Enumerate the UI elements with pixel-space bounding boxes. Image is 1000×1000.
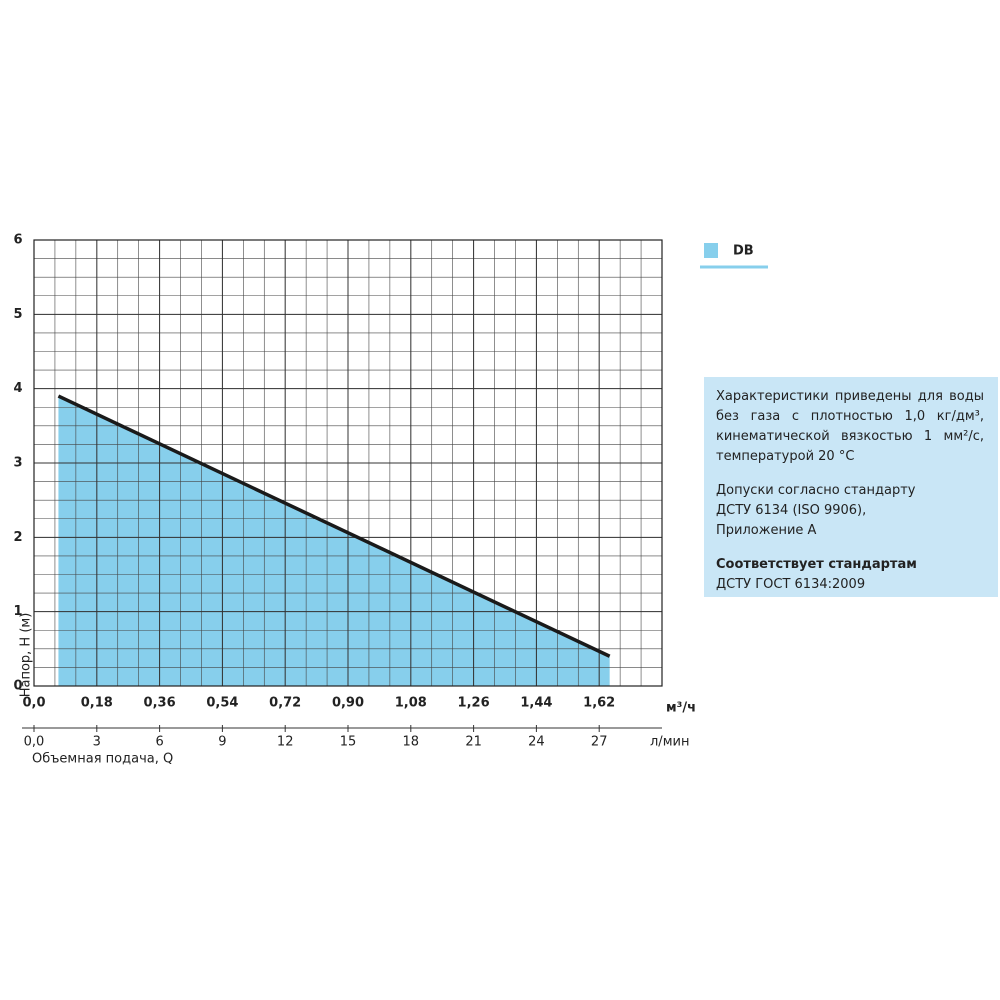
x2-tick-label: 6 <box>155 735 163 750</box>
x-tick-label: 0,18 <box>81 696 113 711</box>
x2-tick-label: 21 <box>465 735 482 750</box>
x-axis-title: Объемная подача, Q <box>32 752 173 767</box>
y-tick-label: 5 <box>13 307 22 322</box>
x-tick-label: 0,90 <box>332 696 364 711</box>
x-tick-label: 0,0 <box>22 696 45 711</box>
x-tick-label: 0,54 <box>206 696 238 711</box>
note-title: Соответствует стандартам <box>716 557 917 572</box>
y-tick-label: 4 <box>13 381 22 396</box>
plot-border <box>33 239 663 687</box>
note-line: Допуски согласно стандарту <box>716 483 916 498</box>
area <box>58 396 610 686</box>
x2-unit: л/мин <box>650 735 689 750</box>
x2-tick-label: 18 <box>403 735 420 750</box>
x-unit: м³/ч <box>666 701 696 716</box>
y-tick-label: 1 <box>13 604 22 619</box>
note: Характеристики приведены для воды без га… <box>716 389 984 464</box>
x2-tick-label: 3 <box>93 735 101 750</box>
note: Соответствует стандартам ДСТУ ГОСТ 6134:… <box>716 555 984 595</box>
notes-box: Характеристики приведены для воды без га… <box>704 377 998 597</box>
note: Допуски согласно стандарту ДСТУ 6134 (IS… <box>716 481 984 541</box>
x-tick-label: 0,72 <box>269 696 301 711</box>
legend-swatch <box>704 243 718 258</box>
x2-tick-label: 9 <box>218 735 226 750</box>
y-tick-label: 6 <box>13 233 22 248</box>
y-tick-label: 3 <box>13 456 22 471</box>
x2-tick-label: 24 <box>528 735 545 750</box>
x-tick-label: 1,44 <box>520 696 552 711</box>
x2-tick-label: 12 <box>277 735 294 750</box>
x-tick-label: 1,08 <box>395 696 427 711</box>
y-axis-title: Напор, H (м) <box>19 613 34 698</box>
y-tick-label: 2 <box>13 530 22 545</box>
x-tick-label: 1,26 <box>458 696 490 711</box>
y-tick-label: 0 <box>13 679 22 694</box>
legend-label: DB <box>733 244 754 259</box>
x2-tick-label: 15 <box>340 735 357 750</box>
note-line: ДСТУ 6134 (ISO 9906), <box>716 503 867 518</box>
x-tick-label: 0,36 <box>144 696 176 711</box>
note-line: Приложение А <box>716 523 817 538</box>
x2-tick-label: 27 <box>591 735 608 750</box>
note-line: ДСТУ ГОСТ 6134:2009 <box>716 577 866 592</box>
x-tick-label: 1,62 <box>583 696 615 711</box>
x2-tick-label: 0,0 <box>24 735 45 750</box>
line <box>57 394 611 658</box>
